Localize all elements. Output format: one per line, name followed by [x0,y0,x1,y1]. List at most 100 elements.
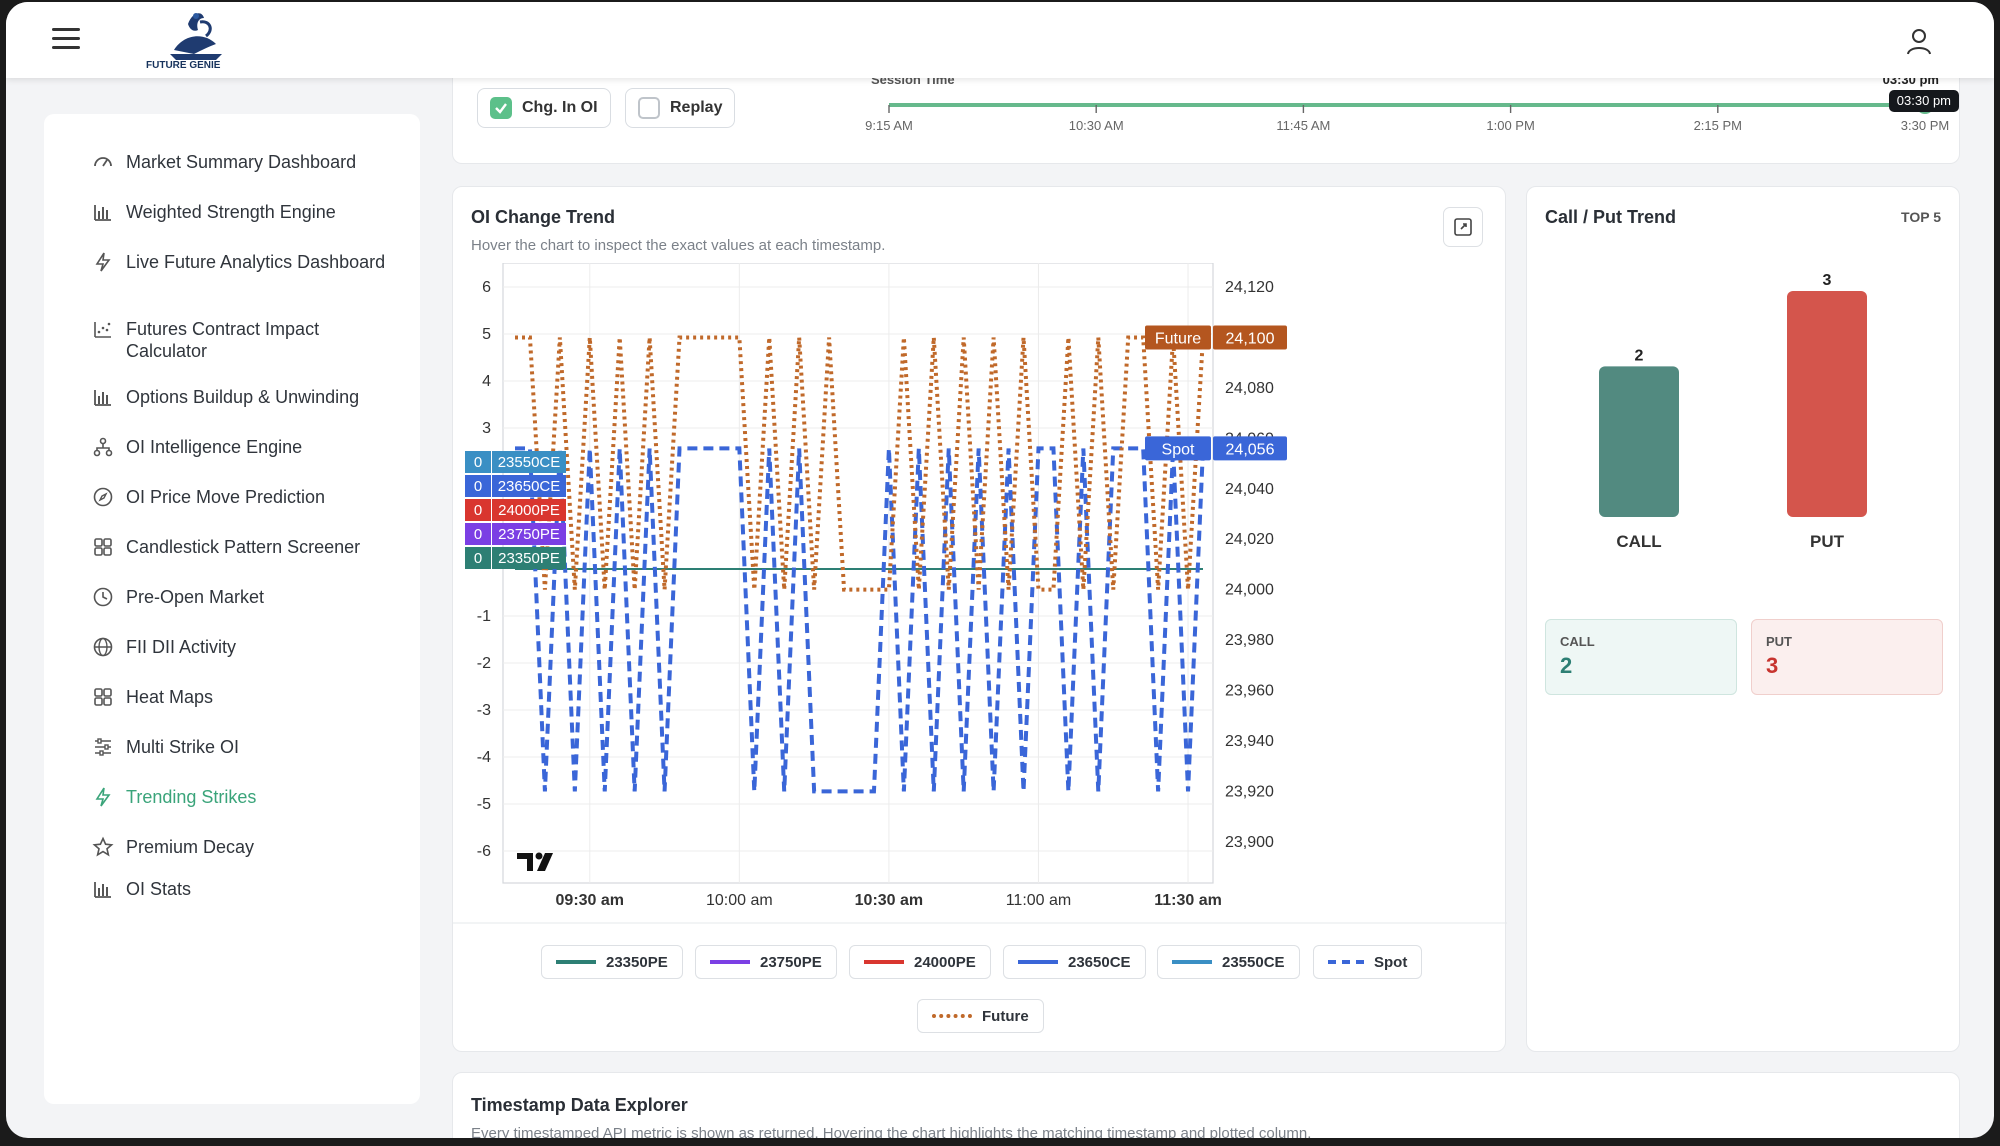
bar-value-label: 2 [1635,347,1644,364]
put-summary-card: PUT 3 [1751,619,1943,695]
legend-swatch [556,960,596,964]
user-profile-icon[interactable] [1904,26,1934,56]
chg-in-oi-toggle[interactable]: Chg. In OI [477,88,611,128]
call-put-bar-chart[interactable]: 2 CALL 3 PUT [1527,247,1961,587]
strike-label-name: 23650CE [498,478,561,495]
sidebar-item-futures-contract-impact-calculator[interactable]: Futures Contract Impact Calculator [92,318,392,362]
legend-label: Future [982,1007,1029,1025]
legend-label: 23550CE [1222,953,1285,971]
series-line-future [515,335,1205,592]
spot-price-tag-value: 24,056 [1226,441,1275,458]
sidebar-item-label: Options Buildup & Unwinding [126,387,360,407]
right-axis-tick-label: 24,080 [1225,380,1274,397]
spot-price-tag-name: Spot [1162,441,1195,458]
sidebar-item-market-summary-dashboard[interactable]: Market Summary Dashboard [92,151,392,173]
sidebar-item-label: OI Stats [126,879,192,899]
left-axis-tick-label: -2 [477,655,491,672]
sidebar-item-trending-strikes[interactable]: Trending Strikes [92,786,392,808]
checkbox-empty-icon [638,97,660,119]
call-summary-card: CALL 2 [1545,619,1737,695]
hierarchy-icon [93,437,113,457]
sidebar-item-label: Live Future Analytics Dashboard [126,252,386,272]
spot-price-tag: Spot 24,056 [1145,436,1287,461]
legend-chip-24000pe[interactable]: 24000PE [849,945,991,979]
top-bar: FUTURE GENIE [6,2,1994,78]
plot-frame [502,263,1214,884]
slider-tick-label: 2:15 PM [1694,118,1742,133]
sidebar-item-options-buildup-unwinding[interactable]: Options Buildup & Unwinding [92,386,392,408]
bar-category-label: PUT [1810,532,1845,551]
sidebar-item-live-future-analytics-dashboard[interactable]: Live Future Analytics Dashboard [92,251,392,273]
x-axis-tick-label: 10:00 am [706,892,773,909]
right-axis-tick-label: 24,040 [1225,481,1274,498]
left-axis-tick-label: 4 [482,373,491,390]
legend-chip-future[interactable]: Future [917,999,1044,1033]
x-axis-tick-label: 11:30 am [1154,892,1222,909]
oi-change-trend-chart[interactable]: 6543-1-2-3-4-5-624,12024,08024,06024,040… [453,263,1507,1003]
x-axis-tick-label: 10:30 am [855,892,924,909]
sidebar-item-label: Weighted Strength Engine [126,202,336,222]
sidebar-item-label: OI Price Move Prediction [126,487,326,507]
sliders-icon [95,738,111,756]
grid-icon [94,688,112,706]
slider-tick-label: 9:15 AM [865,118,913,133]
legend-chip-23650ce[interactable]: 23650CE [1003,945,1146,979]
tradingview-logo-icon [517,852,553,871]
call-summary-label: CALL [1560,634,1595,649]
future-price-tag-value: 24,100 [1226,330,1275,347]
left-axis-tick-label: -6 [477,843,491,860]
strike-label-value: 0 [474,550,482,567]
future-genie-logo[interactable] [144,4,240,76]
sidebar-item-oi-price-move-prediction[interactable]: OI Price Move Prediction [92,486,392,508]
sidebar-item-weighted-strength-engine[interactable]: Weighted Strength Engine [92,201,392,223]
legend-chip-23350pe[interactable]: 23350PE [541,945,683,979]
left-axis-tick-label: 6 [482,279,491,296]
sidebar-item-pre-open-market[interactable]: Pre-Open Market [92,586,392,608]
sidebar-item-multi-strike-oi[interactable]: Multi Strike OI [92,736,392,758]
right-axis-tick-label: 23,960 [1225,683,1274,700]
left-axis-tick-label: -3 [477,702,491,719]
left-axis-tick-label: -1 [477,608,491,625]
sidebar-item-premium-decay[interactable]: Premium Decay [92,836,392,858]
session-time-slider[interactable]: 9:15 AM 10:30 AM 11:45 AM 1:00 PM 2:15 PM 3:3… [453,64,1961,164]
hamburger-menu-icon[interactable] [52,28,80,52]
left-axis-tick-label: 5 [482,326,491,343]
oi-change-trend-card: OI Change Trend Hover the chart to inspe… [452,186,1507,1052]
sidebar-item-label: OI Intelligence Engine [126,437,303,457]
star-icon [92,836,114,857]
sidebar-item-label: Heat Maps [126,687,214,707]
legend-label: Spot [1374,953,1408,971]
future-price-tag-name: Future [1155,330,1201,347]
sidebar-item-oi-stats[interactable]: OI Stats [92,878,392,900]
strike-label-name: 23350PE [498,550,560,567]
bar-call[interactable] [1599,366,1679,517]
slider-tick-label: 11:45 AM [1276,118,1330,133]
legend-label: 23750PE [760,953,822,971]
sidebar-item-heat-maps[interactable]: Heat Maps [92,686,392,708]
strike-label-value: 0 [474,502,482,519]
sidebar-item-oi-intelligence-engine[interactable]: OI Intelligence Engine [92,436,392,458]
grid-icon [94,538,112,556]
replay-toggle[interactable]: Replay [625,88,736,128]
sidebar-item-label: Pre-Open Market [126,587,265,607]
bar-chart-icon [94,205,111,221]
legend-chip-23550ce[interactable]: 23550CE [1157,945,1300,979]
legend-chip-spot[interactable]: Spot [1313,945,1423,979]
compass-icon [93,487,113,507]
sidebar-item-candlestick-pattern-screener[interactable]: Candlestick Pattern Screener [92,536,392,558]
scatter-chart-icon [94,322,111,338]
timestamp-explorer-card: Timestamp Data Explorer Every timestampe… [452,1072,1960,1138]
sidebar-item-label: Market Summary Dashboard [126,152,357,172]
legend-swatch [1328,960,1364,964]
future-price-tag: Future 24,100 [1145,325,1287,350]
legend-swatch [1018,960,1058,964]
bar-put[interactable] [1787,291,1867,517]
legend-chip-23750pe[interactable]: 23750PE [695,945,837,979]
call-summary-value: 2 [1560,653,1573,678]
expand-icon[interactable] [1443,207,1483,247]
replay-label: Replay [670,99,723,116]
strike-value-label: 0 24000PE [465,499,566,521]
legend-swatch [932,1014,972,1018]
sidebar-item-fii-dii-activity[interactable]: FII DII Activity [92,636,392,658]
checkbox-checked-icon [490,97,512,119]
